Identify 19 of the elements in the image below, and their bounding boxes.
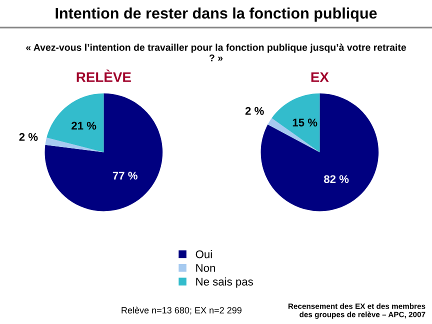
pie-slice — [272, 93, 320, 152]
text: Relève n=13 680; EX n=2 299 — [122, 306, 242, 315]
data-label: 77 % — [112, 172, 138, 180]
pie-slice — [44, 93, 163, 212]
text: Intention de rester dans la fonction publique — [56, 7, 377, 22]
chart-title: RELÈVE — [76, 70, 131, 82]
data-label: 2 % — [245, 107, 264, 115]
pie-slice — [45, 138, 104, 152]
data-label: 2 % — [19, 133, 38, 141]
pie-slice — [46, 93, 104, 152]
chart-title: EX — [311, 72, 329, 82]
data-label: 21 % — [72, 122, 96, 130]
legend-label: Ne sais pas — [196, 277, 253, 288]
pie-slice — [268, 118, 320, 152]
data-label: 15 % — [292, 118, 318, 126]
data-label: 82 % — [324, 175, 349, 184]
text: « Avez-vous l’intention de travailler pour la fonction publique jusqu’à votre retraite ? » — [26, 44, 406, 62]
legend-label: Oui — [196, 250, 212, 258]
legend-label: Non — [196, 264, 215, 272]
